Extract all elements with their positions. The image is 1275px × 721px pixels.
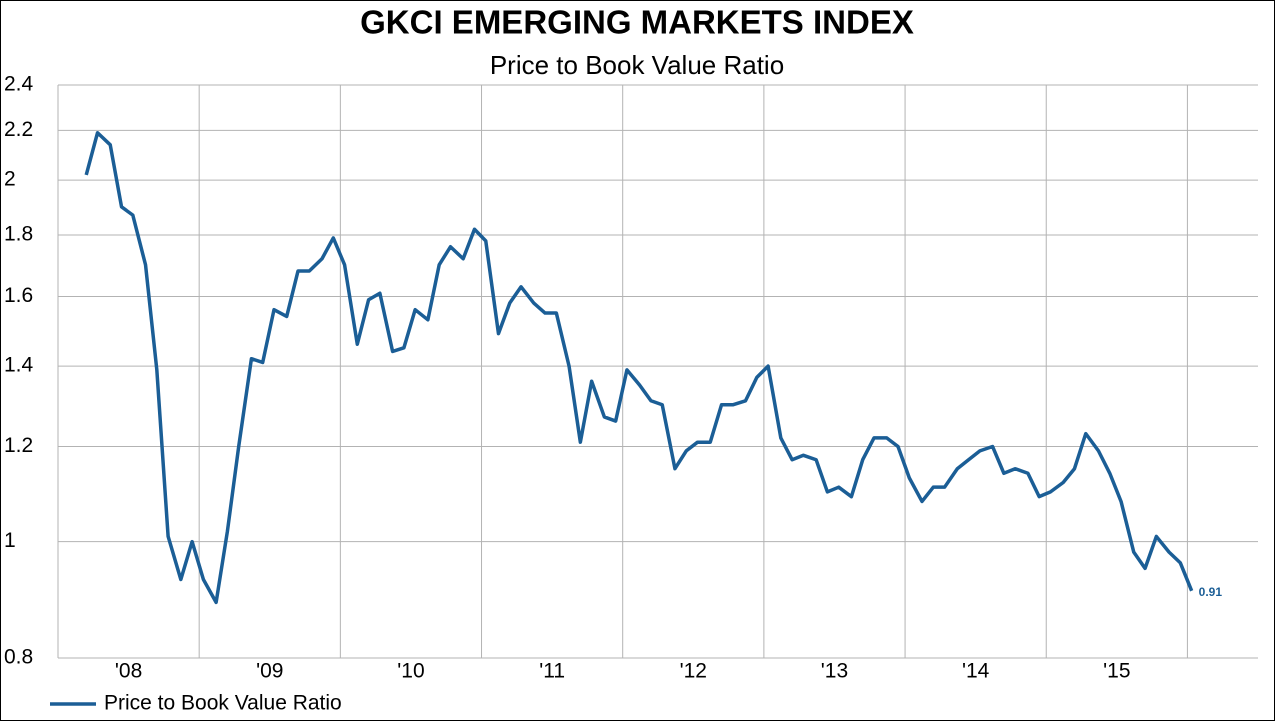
value-label: 0.91: [1199, 585, 1223, 599]
x-tick-label: '13: [821, 660, 848, 683]
x-tick-label: '11: [539, 660, 565, 683]
y-tick-label: 0.8: [4, 646, 33, 669]
x-tick-label: '10: [397, 660, 424, 683]
x-tick-label: '08: [115, 660, 142, 683]
y-tick-label: 2: [4, 168, 16, 191]
x-tick-label: '09: [256, 660, 283, 683]
y-tick-label: 2.2: [4, 118, 33, 141]
y-tick-label: 1.4: [4, 354, 34, 377]
x-tick-label: '14: [962, 660, 990, 683]
y-tick-label: 1: [4, 529, 16, 552]
chart-title: GKCI EMERGING MARKETS INDEX: [360, 4, 914, 41]
x-tick-label: '12: [680, 660, 707, 683]
y-tick-label: 2.4: [4, 73, 34, 96]
data-line: [84, 131, 1194, 605]
x-tick-label: '15: [1103, 660, 1130, 683]
chart-subtitle: Price to Book Value Ratio: [490, 50, 784, 80]
y-tick-label: 1.8: [4, 223, 33, 246]
legend-label: Price to Book Value Ratio: [104, 692, 342, 715]
y-tick-label: 1.2: [4, 434, 33, 457]
y-tick-label: 1.6: [4, 284, 33, 307]
